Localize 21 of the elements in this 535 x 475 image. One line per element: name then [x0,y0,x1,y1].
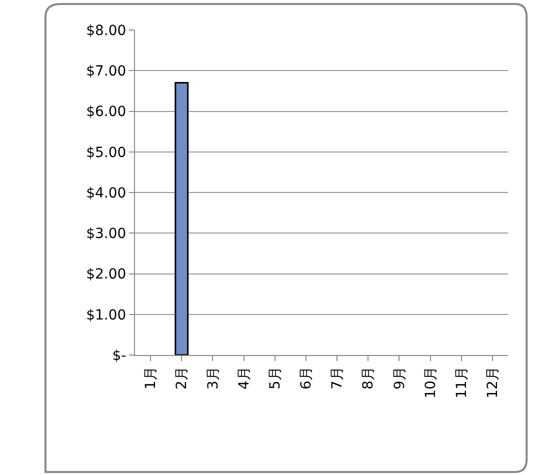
x-tick-label: 2月 [174,366,190,390]
y-tick-label: $- [112,348,126,364]
y-tick-label: $4.00 [86,185,126,202]
x-tick-label: 10月 [422,366,439,398]
y-tick-label: $5.00 [86,144,126,161]
y-tick-label: $3.00 [86,226,126,242]
x-tick-label: 5月 [267,366,284,390]
x-tick-label: 6月 [298,366,315,390]
y-tick-label: $6.00 [86,104,126,120]
x-tick-label: 8月 [360,366,377,390]
y-tick-label: $2.00 [86,266,126,283]
x-tick-label: 9月 [392,366,408,390]
x-tick-label: 11月 [454,366,470,398]
y-tick-label: $7.00 [86,64,126,80]
x-tick-label: 7月 [330,366,346,390]
x-tick-label: 4月 [236,366,252,390]
y-tick-label: $1.00 [86,307,126,324]
x-tick-label: 3月 [205,366,222,390]
x-tick-label: 12月 [485,366,502,398]
y-tick-label: $8.00 [86,22,126,39]
x-tick-label: 1月 [143,366,160,390]
